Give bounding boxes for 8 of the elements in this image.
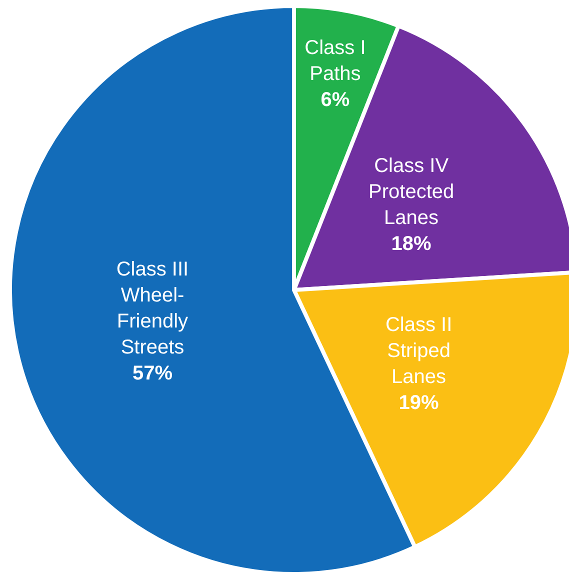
data-label: 19%	[398, 392, 440, 414]
slice-label: Class II Striped Lanes	[385, 314, 452, 388]
slice-label: Class IV Protected Lanes	[368, 154, 454, 229]
data-label: 57%	[132, 362, 173, 385]
slice-label: Class III Wheel- Friendly Streets	[116, 258, 189, 359]
data-label: 18%	[391, 232, 432, 255]
data-label: 6%	[320, 88, 350, 111]
slice-label: Class I Paths	[304, 36, 366, 85]
